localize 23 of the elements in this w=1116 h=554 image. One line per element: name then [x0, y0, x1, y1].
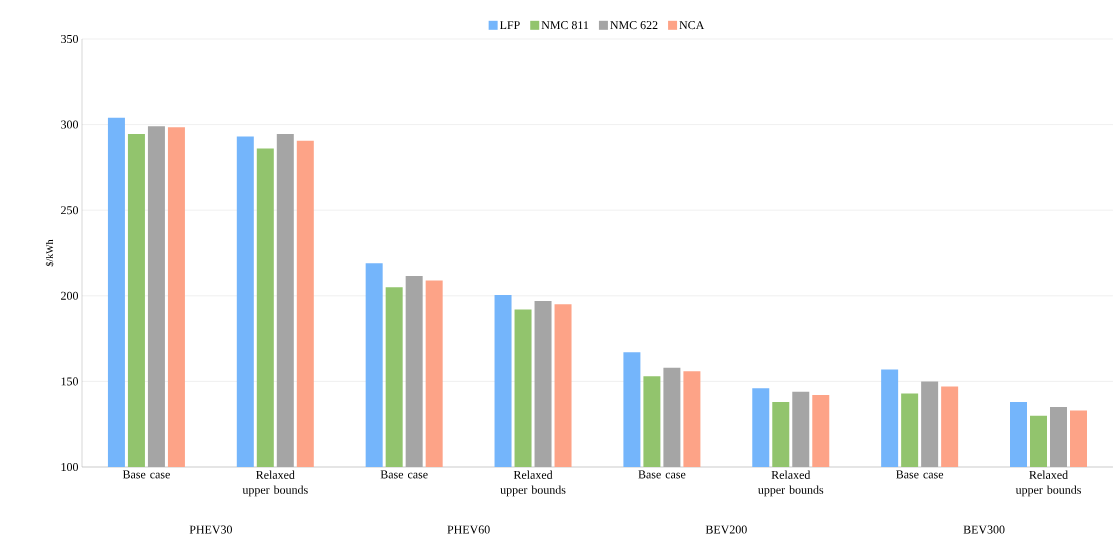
- x-tick-label: Relaxed upper bounds: [242, 470, 308, 497]
- y-tick-label: 100: [61, 462, 79, 472]
- x-tick-label: Base case: [638, 470, 686, 479]
- x-tick-label: Relaxed upper bounds: [758, 470, 824, 497]
- y-tick-label: 150: [61, 377, 79, 386]
- legend-label: LFP: [499, 21, 520, 29]
- text: BEV200: [705, 525, 747, 534]
- x-tick-label: Relaxed upper bounds: [1015, 470, 1081, 497]
- text: BEV300: [963, 525, 1005, 534]
- y-tick-label: 250: [61, 206, 79, 215]
- x-tick-label: Relaxed upper bounds: [500, 470, 566, 497]
- x-tick-label: Base case: [896, 470, 944, 479]
- y-tick-label: 350: [61, 34, 79, 44]
- y-tick-label: 200: [61, 291, 79, 300]
- legend-label: NMC 622: [610, 21, 658, 30]
- text: PHEV60: [447, 525, 490, 534]
- x-tick-label: Base case: [380, 470, 428, 479]
- text: PHEV30: [189, 525, 232, 534]
- legend-label: NCA: [679, 21, 705, 30]
- legend-label: NMC 811: [541, 21, 589, 30]
- y-axis-title: $/kWh: [45, 239, 54, 267]
- y-tick-label: 300: [61, 120, 79, 129]
- x-tick-label: Base case: [122, 470, 170, 479]
